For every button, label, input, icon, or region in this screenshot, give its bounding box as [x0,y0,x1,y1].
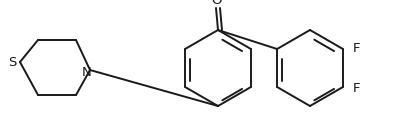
Text: S: S [8,55,16,68]
Text: O: O [212,0,222,6]
Text: F: F [353,82,361,95]
Text: F: F [353,42,361,55]
Text: N: N [82,66,92,79]
